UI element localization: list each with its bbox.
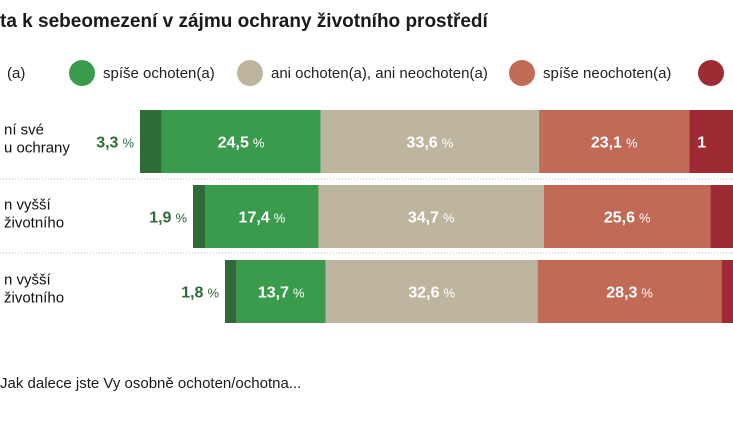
row-label-line: n vyšší	[4, 197, 52, 214]
legend: (a) spíše ochoten(a) ani ochoten(a), ani n…	[7, 60, 724, 86]
bar-segment-1	[140, 110, 162, 173]
data-label-value: 1,8	[181, 285, 203, 302]
bar-segment-4	[539, 110, 690, 173]
data-label-unit: %	[639, 211, 651, 226]
data-label: 25,6%	[604, 210, 651, 227]
data-label-unit: %	[641, 286, 653, 301]
bar-segment-3	[320, 110, 540, 173]
bar-segment-4	[537, 260, 722, 323]
data-label: 23,1%	[591, 135, 638, 152]
data-label-unit: %	[175, 211, 187, 226]
row-label-2: n vyšší životního	[4, 197, 64, 232]
legend-label-4: spíše neochoten(a)	[543, 65, 671, 82]
bar-segment-2	[236, 260, 326, 323]
bar-segment-2	[161, 110, 321, 173]
bar-row-3: n vyšší životního 1,8% 13,7% 32,6% 28,3%	[4, 260, 733, 323]
data-label-value: 25,6	[604, 210, 635, 227]
row-separators	[0, 178, 733, 254]
bar-segment-3	[325, 260, 538, 323]
data-label-unit: %	[442, 136, 454, 151]
bar-segment-5	[689, 110, 733, 173]
data-label: 3,3%	[96, 135, 134, 152]
bar-row-2: n vyšší životního 1,9% 17,4% 34,7% 25,6%	[4, 185, 733, 248]
chart-title: ta k sebeomezení v zájmu ochrany životní…	[0, 11, 489, 32]
data-label-unit: %	[274, 211, 286, 226]
bar-segment-1	[193, 185, 206, 248]
legend-marker-5	[698, 60, 724, 86]
data-label-value: 17,4	[239, 210, 270, 227]
data-label-unit: %	[293, 286, 305, 301]
row-label-line: životního	[4, 290, 64, 307]
data-label: 28,3%	[606, 285, 653, 302]
data-label-value: 33,6	[407, 135, 438, 152]
legend-marker-3	[237, 60, 263, 86]
bar-segment-2	[205, 185, 319, 248]
row-label-line: ní své	[4, 122, 44, 139]
row-label-line: n vyšší	[4, 272, 52, 289]
row-label-line: životního	[4, 215, 64, 232]
data-label-unit: %	[207, 286, 219, 301]
data-label-value: 28,3	[606, 285, 637, 302]
legend-label-1: (a)	[7, 65, 25, 82]
data-label: 1	[697, 135, 706, 152]
data-label-unit: %	[122, 136, 134, 151]
bar-segment-1	[225, 260, 237, 323]
data-label-value: 24,5	[218, 135, 249, 152]
data-label-unit: %	[443, 211, 455, 226]
data-label: 34,7%	[408, 210, 455, 227]
data-label: 32,6%	[408, 285, 455, 302]
bar-row-1: ní své u ochrany 3,3% 24,5% 33,6% 23,1% 1	[4, 110, 733, 173]
data-label-unit: %	[626, 136, 638, 151]
bar-segment-5	[721, 260, 733, 323]
data-label: 1,8%	[181, 285, 219, 302]
data-label: 13,7%	[258, 285, 305, 302]
legend-label-3: ani ochoten(a), ani neochoten(a)	[271, 65, 488, 82]
bar-segment-3	[318, 185, 544, 248]
data-label: 33,6%	[407, 135, 454, 152]
data-label-value: 23,1	[591, 135, 622, 152]
data-label-value: 3,3	[96, 135, 118, 152]
legend-marker-2	[69, 60, 95, 86]
data-label-unit: %	[443, 286, 455, 301]
bar-segment-4	[544, 185, 711, 248]
data-label-value: 13,7	[258, 285, 289, 302]
row-label-1: ní své u ochrany	[4, 122, 70, 157]
data-label: 24,5%	[218, 135, 265, 152]
data-label: 17,4%	[239, 210, 286, 227]
data-label-unit: %	[253, 136, 265, 151]
legend-marker-4	[509, 60, 535, 86]
data-label-value: 1,9	[149, 210, 171, 227]
row-label-3: n vyšší životního	[4, 272, 64, 307]
data-label-value: 32,6	[408, 285, 439, 302]
data-label-value: 34,7	[408, 210, 439, 227]
bar-segment-5	[710, 185, 733, 248]
question-footnote: Jak dalece jste Vy osobně ochoten/ochotn…	[0, 375, 301, 392]
data-label-value: 1	[697, 135, 706, 152]
data-label: 1,9%	[149, 210, 187, 227]
bar-rows: ní své u ochrany 3,3% 24,5% 33,6% 23,1% 1n vyš…	[4, 110, 733, 323]
row-label-line: u ochrany	[4, 140, 70, 157]
legend-label-2: spíše ochoten(a)	[103, 65, 215, 82]
